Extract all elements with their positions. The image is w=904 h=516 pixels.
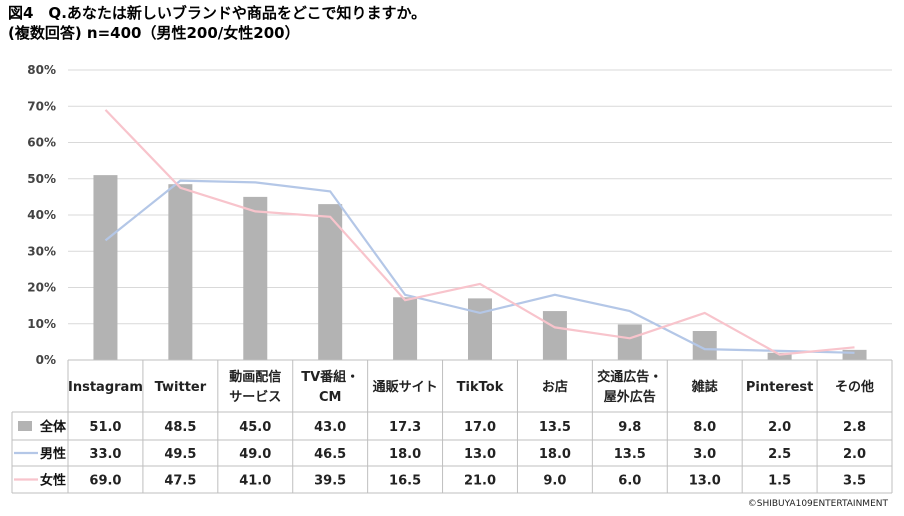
data-table-value: 49.5 (164, 447, 196, 462)
category-label: Pinterest (746, 380, 813, 395)
data-table-value: 2.0 (768, 420, 791, 435)
bar-total (468, 298, 492, 360)
data-table-value: 45.0 (239, 420, 271, 435)
data-table-value: 6.0 (618, 474, 641, 489)
y-tick-label: 40% (27, 208, 56, 222)
data-table-value: 39.5 (314, 474, 346, 489)
data-table-value: 48.5 (164, 420, 196, 435)
bar-total (243, 196, 268, 360)
bar-total (617, 324, 642, 360)
category-label: 動画配信 (229, 369, 281, 385)
bar-total (393, 297, 418, 360)
data-table-value: 33.0 (89, 447, 121, 462)
data-table-value: 13.5 (539, 420, 571, 435)
data-table-value: 41.0 (239, 474, 271, 489)
data-table-value: 2.8 (843, 420, 866, 435)
data-table-value: 9.0 (543, 474, 566, 489)
category-label: 交通広告・ (597, 369, 662, 385)
y-tick-label: 10% (27, 317, 56, 331)
category-label: TikTok (457, 380, 504, 395)
bar-total (318, 204, 343, 360)
bar-total (542, 311, 567, 360)
data-table-value: 3.5 (843, 474, 866, 489)
data-table-value: 2.5 (768, 447, 791, 462)
data-table-value: 18.0 (539, 447, 571, 462)
bar-total (168, 184, 193, 360)
data-table-value: 18.0 (389, 447, 421, 462)
y-tick-label: 80% (27, 63, 56, 77)
data-table-value: 13.0 (689, 474, 721, 489)
data-table-value: 16.5 (389, 474, 421, 489)
chart-title: 図4 Q.あなたは新しいブランドや商品をどこで知りますか。 (8, 4, 427, 22)
legend-label: 全体 (39, 419, 67, 435)
data-table-value: 43.0 (314, 420, 346, 435)
data-table-value: 8.0 (693, 420, 716, 435)
data-table-value: 51.0 (89, 420, 121, 435)
series-line-male (104, 179, 855, 354)
data-table-value: 17.3 (389, 420, 421, 435)
data-table-value: 2.0 (843, 447, 866, 462)
data-table-value: 49.0 (239, 447, 271, 462)
category-label: その他 (835, 379, 874, 395)
data-table-value: 17.0 (464, 420, 496, 435)
category-label: 通販サイト (373, 379, 438, 395)
category-label: Twitter (155, 380, 207, 395)
y-tick-label: 70% (27, 99, 56, 113)
data-table-value: 1.5 (768, 474, 791, 489)
bar-total (767, 352, 792, 360)
series-line-female (104, 109, 855, 356)
data-table-value: 47.5 (164, 474, 196, 489)
y-tick-label: 50% (27, 172, 56, 186)
data-table-value: 69.0 (89, 474, 121, 489)
y-tick-label: 30% (27, 244, 56, 258)
y-tick-label: 0% (36, 353, 56, 367)
data-table-value: 9.8 (618, 420, 641, 435)
copyright-text: ©SHIBUYA109ENTERTAINMENT (747, 499, 888, 509)
data-table-value: 46.5 (314, 447, 346, 462)
legend-key-total (18, 421, 32, 431)
category-label: Instagram (68, 380, 143, 395)
category-label: サービス (229, 389, 281, 405)
y-tick-label: 20% (27, 281, 56, 295)
category-label: CM (319, 390, 341, 405)
data-table-value: 21.0 (464, 474, 496, 489)
category-label: 雑誌 (691, 379, 718, 395)
chart-subtitle: (複数回答) n=400（男性200/女性200） (8, 24, 300, 42)
legend-label: 女性 (40, 473, 66, 489)
data-table-value: 3.0 (693, 447, 716, 462)
legend-label: 男性 (40, 446, 66, 462)
category-label: TV番組・ (301, 369, 359, 385)
bar-total (842, 349, 867, 360)
data-table-value: 13.5 (614, 447, 646, 462)
bar-total (93, 175, 118, 360)
y-tick-label: 60% (27, 136, 56, 150)
category-label: 屋外広告 (604, 389, 656, 405)
category-label: お店 (542, 379, 568, 395)
data-table-value: 13.0 (464, 447, 496, 462)
